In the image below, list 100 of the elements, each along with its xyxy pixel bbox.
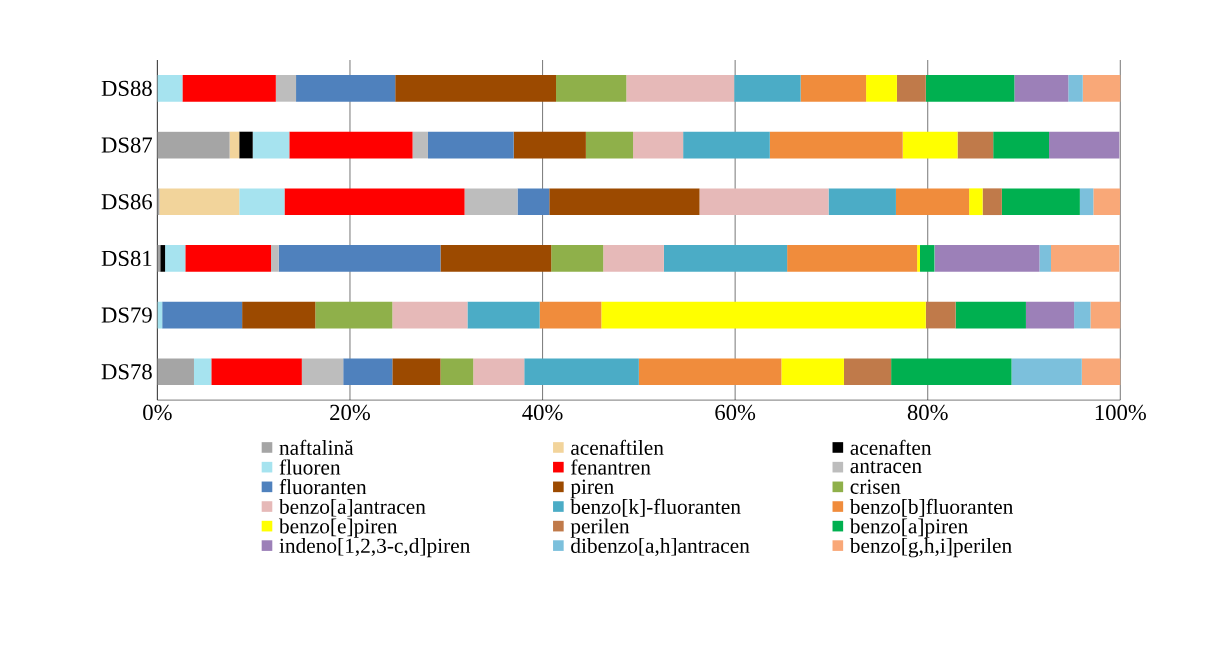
bar [1079,188,1094,216]
bar [440,245,552,272]
y-tick-label: DS81 [101,250,152,267]
bar [392,301,468,329]
bar [239,131,253,159]
legend-label: indeno[1,2,3-c,d]piren [279,538,471,558]
bar [160,245,166,272]
bar [585,131,634,159]
bar [524,358,639,386]
legend-label: fluoranten [279,479,367,495]
legend-label: benzo[g,h,i]perilen [849,538,1012,558]
bar [556,75,627,102]
bar [638,358,782,386]
bar [1050,245,1120,272]
bar [925,301,956,329]
legend-label: perilen [570,518,630,538]
bar [275,75,297,102]
bar [412,131,428,159]
bar [626,75,735,102]
bar [551,245,604,272]
bar [1090,301,1121,329]
bar [157,358,194,386]
bar [1074,301,1091,329]
bar [633,131,684,159]
bar [1068,75,1083,102]
bar [828,188,896,216]
bar [1011,358,1082,386]
bar [1049,131,1120,159]
bar [920,245,935,272]
bar [891,358,1012,386]
bar [193,358,212,386]
bar [278,245,441,272]
bar [699,188,829,216]
bar [165,245,186,272]
bar [395,75,557,102]
legend-label: dibenzo[a,h]antracen [571,538,750,557]
bar [157,75,183,102]
legend-label: fenantren [570,459,651,475]
bar [683,131,770,159]
legend-label: crisen [850,479,901,494]
bar [271,245,279,272]
bar [734,75,801,102]
legend-label: antracen [850,460,922,474]
bar [902,131,958,159]
bar [464,188,518,216]
bar [343,358,393,386]
bar [787,245,918,272]
legend-label: benzo[a]antracen [278,498,426,517]
y-tick-label: DS87 [101,137,153,153]
x-tick-label: 20% [330,404,370,421]
bar [473,358,525,386]
bar [1082,75,1121,102]
bar [895,188,970,216]
bar [301,358,344,386]
bar [539,301,602,329]
legend-label: naftalină [279,439,354,456]
x-tick-label: 80% [907,404,948,421]
x-tick-label: 100% [1095,404,1146,421]
bar [185,245,272,272]
bar [284,188,465,216]
bar [229,131,240,159]
x-tick-label: 60% [715,404,756,421]
bar [843,358,892,386]
y-tick-label: DS88 [101,80,152,97]
bar [239,188,285,216]
bar [182,75,276,102]
legend-label: benzo[e]piren [278,518,398,538]
bar [517,188,550,216]
legend-label: benzo[k]-fluoranten [570,498,741,517]
legend-label: acenaftilen [571,439,664,456]
bar [211,358,302,386]
bar [159,188,240,216]
bar [289,131,413,159]
bar [955,301,1026,329]
bar [781,358,844,386]
legend-label: acenaften [850,439,932,456]
bar [162,301,243,329]
bar [896,75,926,102]
bar [982,188,1002,216]
bar [969,188,983,216]
bar [957,131,994,159]
bar [427,131,514,159]
bar [1025,301,1075,329]
x-tick-label: 40% [522,404,563,421]
bar [315,301,393,329]
bar [392,358,441,386]
legend-label: piren [570,479,614,499]
bar [663,245,788,272]
bar [549,188,700,216]
bar [513,131,586,159]
bar [296,75,396,102]
bar [157,131,230,159]
bar [917,245,921,272]
bar [1093,188,1121,216]
y-tick-label: DS79 [101,307,152,323]
bar [925,75,1015,102]
legend-label: benzo[a]piren [849,518,968,538]
bar [934,245,1040,272]
bar [800,75,867,102]
bar [1014,75,1069,102]
